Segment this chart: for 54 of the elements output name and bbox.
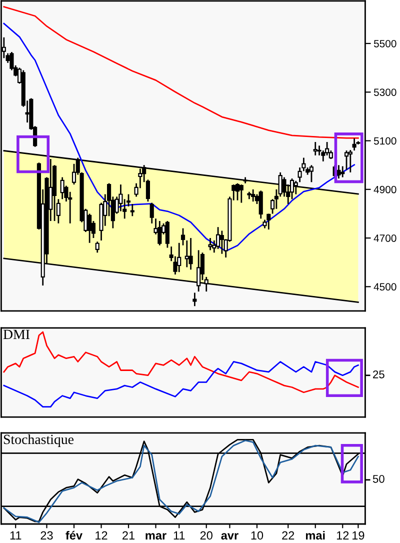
candlestick xyxy=(340,166,345,178)
candlestick xyxy=(309,164,314,183)
x-tick-label: 10 xyxy=(251,531,264,540)
candlestick xyxy=(344,150,349,171)
x-tick-label: 22 xyxy=(282,531,294,540)
y-tick-label: 5100 xyxy=(374,137,396,145)
candlestick xyxy=(239,184,244,204)
candlestick xyxy=(348,149,352,174)
y-tick-label: 5300 xyxy=(374,88,396,96)
chart-title: DMI xyxy=(3,330,30,339)
candlestick xyxy=(192,292,197,307)
x-tick-label: fév xyxy=(66,530,82,540)
y-tick-label: 4500 xyxy=(374,283,396,291)
candlestick xyxy=(313,141,318,156)
candlestick xyxy=(188,237,193,270)
candlestick xyxy=(208,237,212,251)
candlestick xyxy=(60,176,64,200)
candlestick xyxy=(258,190,263,220)
candlestick xyxy=(336,164,341,180)
candlestick xyxy=(352,138,356,152)
candlestick xyxy=(266,213,271,230)
x-tick-label: 21 xyxy=(122,531,134,540)
candlestick xyxy=(165,220,170,248)
candlestick xyxy=(180,228,186,246)
x-tick-label: 19 xyxy=(352,531,364,540)
candlestick xyxy=(220,230,224,255)
candlestick xyxy=(216,226,220,250)
candlestick xyxy=(177,242,182,273)
candlestick xyxy=(88,213,92,244)
candlestick xyxy=(298,166,302,183)
chart-title: Stochastique xyxy=(4,434,74,447)
candlestick xyxy=(251,188,256,202)
candlestick xyxy=(158,220,162,246)
x-tick-label: 11 xyxy=(174,531,185,540)
y-tick-label: 5500 xyxy=(374,40,396,48)
x-tick-label: 20 xyxy=(200,531,212,540)
text: 50 xyxy=(372,474,384,483)
x-tick-label: 12 xyxy=(336,531,349,540)
candlestick xyxy=(235,182,240,202)
x-tick-label: mar xyxy=(146,533,166,540)
candlestick xyxy=(150,202,154,224)
text: 25 xyxy=(373,370,384,378)
line-series xyxy=(3,6,359,139)
candlestick xyxy=(130,203,134,217)
x-tick-label: 23 xyxy=(40,531,53,540)
x-tick-label: mai xyxy=(306,530,325,540)
x-tick-label: 11 xyxy=(10,531,22,540)
candlestick xyxy=(95,240,100,254)
y-tick-label: 4700 xyxy=(374,234,396,242)
line-series xyxy=(3,22,355,252)
x-tick-label: 12 xyxy=(96,531,108,540)
x-tick-label: avr xyxy=(221,533,238,540)
y-tick-label: 4900 xyxy=(374,186,396,194)
candlestick xyxy=(184,240,189,268)
